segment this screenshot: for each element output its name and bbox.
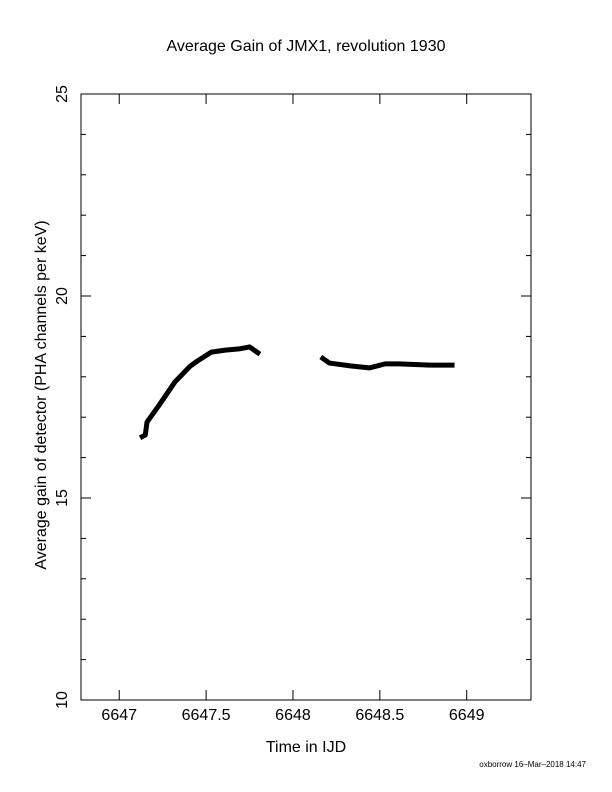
- footer: oxborrow 16–Mar–2018 14:47: [479, 760, 586, 769]
- y-tick-label: 25: [54, 85, 71, 103]
- y-tick-label: 10: [54, 691, 71, 709]
- x-tick-label: 6649: [449, 707, 485, 724]
- x-tick-label: 6647.5: [182, 707, 231, 724]
- y-tick-label: 15: [54, 489, 71, 507]
- x-tick-label: 6648: [275, 707, 311, 724]
- chart-title: Average Gain of JMX1, revolution 1930: [167, 38, 446, 55]
- x-axis-label: Time in IJD: [266, 739, 346, 756]
- x-tick-label: 6648.5: [355, 707, 404, 724]
- plot-frame: [80, 93, 532, 701]
- x-tick-label: 6647: [101, 707, 137, 724]
- y-tick-label: 20: [54, 287, 71, 305]
- y-axis-label: Average gain of detector (PHA channels p…: [33, 220, 50, 569]
- data-line: [138, 344, 455, 441]
